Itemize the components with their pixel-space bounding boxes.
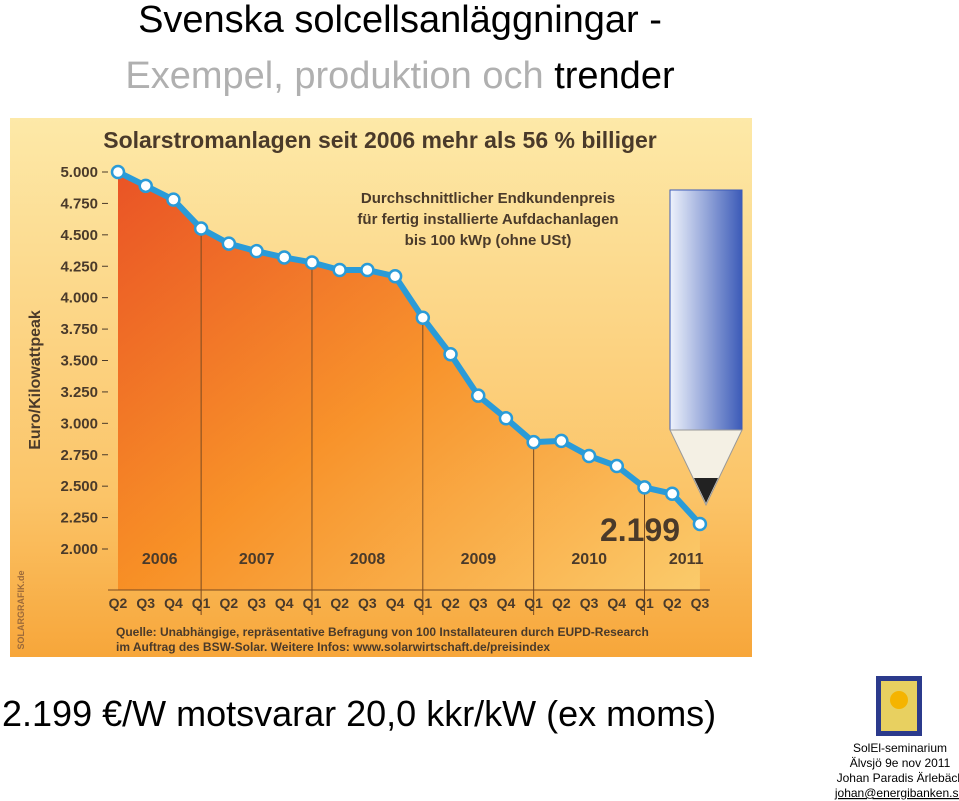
x-tick-label: Q1 <box>635 595 654 611</box>
pencil <box>669 189 743 507</box>
point <box>332 262 347 278</box>
title-line2: Exempel, produktion och trender <box>125 55 675 97</box>
y-tick-label: 4.500 <box>60 227 98 244</box>
y-tick-label: 4.750 <box>60 195 98 212</box>
point <box>415 310 431 326</box>
line <box>116 169 703 527</box>
x-tick-label: Q2 <box>109 595 128 611</box>
pencil-cone <box>669 429 743 507</box>
x-tick-label: Q2 <box>219 595 238 611</box>
credit: SOLARGRAFIK.de <box>16 570 26 649</box>
x-tick-label: Q2 <box>552 595 571 611</box>
title-black: trender <box>554 55 675 97</box>
footer-line: Älvsjö 9e nov 2011 <box>850 756 951 770</box>
point <box>249 243 264 259</box>
year-label: 2007 <box>239 551 275 568</box>
pencil-body <box>669 189 743 431</box>
y-tick-label: 2.500 <box>60 478 98 495</box>
subtitle: für fertig installierte Aufdachanlagen <box>357 211 618 228</box>
x-tick-label: Q1 <box>192 595 211 611</box>
logo-sun <box>890 691 908 709</box>
point <box>554 433 569 449</box>
plot: 2.000 2.250 2.500 2.750 3.000 3.250 3.500 3.750… <box>60 164 710 615</box>
year-label: 2008 <box>350 551 386 568</box>
x-tick-label: Q1 <box>303 595 322 611</box>
y-tick-label: 3.500 <box>60 353 98 370</box>
x-tick-label: Q1 <box>524 595 543 611</box>
x-tick-label: Q3 <box>247 595 266 611</box>
x-tick-label: Q4 <box>275 595 294 611</box>
x-tick-label: Q3 <box>580 595 599 611</box>
year-label: 2011 <box>669 551 704 568</box>
point <box>277 250 292 265</box>
y-tick-label: 2.250 <box>60 510 98 527</box>
y-tick-label: 3.750 <box>60 321 98 338</box>
point <box>526 434 541 450</box>
point <box>443 346 458 362</box>
x-tick-label: Q4 <box>497 595 516 611</box>
area <box>118 172 700 590</box>
y-tick-label: 4.250 <box>60 258 98 275</box>
y-tick-label: 3.000 <box>60 415 98 432</box>
y-axis-label: Euro/Kilowattpeak <box>27 310 44 450</box>
y-tick-label: 2.000 <box>60 541 98 558</box>
point <box>360 262 375 278</box>
y-tick-label: 2.750 <box>60 447 98 464</box>
chart-title: Solarstromanlagen seit 2006 mehr als 56 … <box>103 127 657 153</box>
title: Svenska solcellsanläggningar - <box>138 0 662 41</box>
pencil-tip <box>694 478 718 503</box>
point <box>138 178 153 194</box>
caption: 2.199 €/W motsvarar 20,0 kkr/kW (ex moms… <box>2 693 716 734</box>
x-tick-label: Q3 <box>469 595 488 611</box>
point <box>193 221 209 236</box>
point <box>692 516 708 532</box>
x-tick-label: Q2 <box>663 595 682 611</box>
point <box>221 236 237 251</box>
point <box>470 388 486 403</box>
x-tick-label: Q3 <box>691 595 710 611</box>
x-tick-label: Q3 <box>136 595 155 611</box>
x-tick-label: Q4 <box>607 595 626 611</box>
x-tick-label: Q4 <box>386 595 405 611</box>
point <box>498 411 514 426</box>
x-tick-label: Q2 <box>441 595 460 611</box>
year-label: 2006 <box>142 551 178 568</box>
point <box>637 480 652 495</box>
subtitle: Durchschnittlicher Endkundenpreis <box>361 190 615 207</box>
y-tick-label: 4.000 <box>60 290 98 307</box>
y-tick-label: 5.000 <box>60 164 98 181</box>
footer-line: SolEl-seminarium <box>853 741 947 755</box>
point <box>609 458 625 474</box>
logo <box>876 676 922 736</box>
point <box>304 255 320 270</box>
x-tick-label: Q1 <box>413 595 432 611</box>
year-label: 2010 <box>571 551 607 568</box>
subtitle: bis 100 kWp (ohne USt) <box>405 232 572 249</box>
x-tick-label: Q2 <box>330 595 349 611</box>
point <box>581 448 597 464</box>
x-tick-label: Q3 <box>358 595 377 611</box>
footer-line: Johan Paradis Ärlebäck <box>837 771 959 785</box>
point <box>387 269 403 284</box>
point <box>664 486 680 501</box>
year-label: 2009 <box>461 551 497 568</box>
source: im Auftrag des BSW-Solar. Weitere Infos:… <box>116 640 550 654</box>
annotation: 2.199 <box>600 512 680 548</box>
title-grey: Exempel, produktion och <box>125 55 543 97</box>
x-tick-label: Q4 <box>164 595 183 611</box>
source: Quelle: Unabhängige, repräsentative Befr… <box>116 625 649 639</box>
y-tick-label: 3.250 <box>60 384 98 401</box>
point <box>110 164 126 180</box>
footer-line: johan@energibanken.se <box>834 786 959 800</box>
point <box>166 192 181 207</box>
